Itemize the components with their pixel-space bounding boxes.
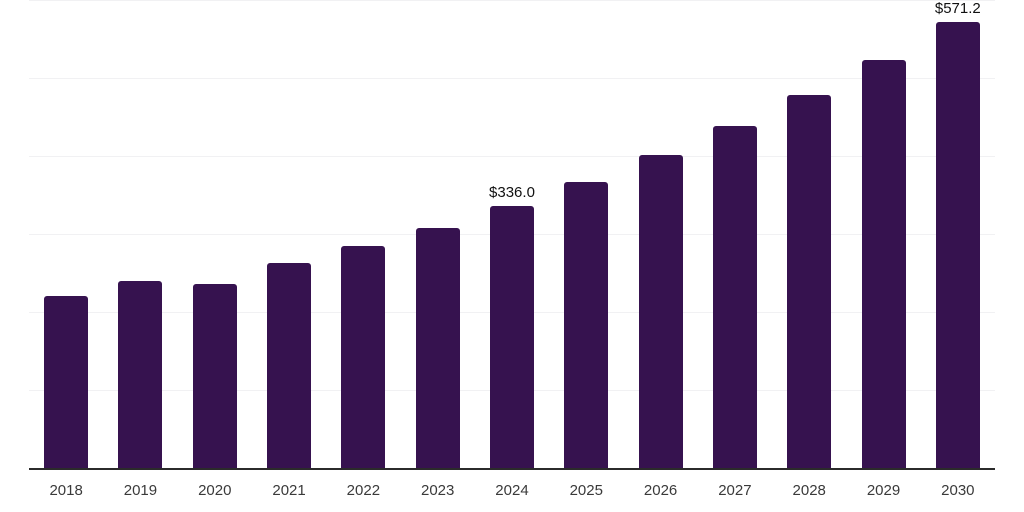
bar-group-2029 (846, 0, 920, 468)
bar-2027 (712, 126, 757, 468)
bar-group-2027 (698, 0, 772, 468)
bar-value-label-2030: $571.2 (934, 0, 981, 18)
bar-2030 (935, 22, 980, 468)
bar-2020 (192, 283, 237, 468)
gridline-600 (29, 0, 995, 1)
x-tick-2021: 2021 (272, 482, 306, 499)
x-tick-2018: 2018 (49, 482, 83, 499)
x-tick-2028: 2028 (792, 482, 826, 499)
bar-group-2021 (252, 0, 326, 468)
gridline-400 (29, 156, 995, 157)
bar-group-2025 (549, 0, 623, 468)
bar-2028 (787, 94, 832, 468)
x-tick-2023: 2023 (420, 482, 455, 499)
bar-2018 (44, 295, 89, 468)
bar-2029 (861, 60, 906, 468)
bar-group-2023 (401, 0, 475, 468)
bar-group-2024: $336.0 (475, 0, 549, 468)
bar-group-2018 (29, 0, 103, 468)
x-tick-2025: 2025 (569, 482, 603, 499)
x-tick-2024: 2024 (495, 482, 529, 499)
x-tick-2026: 2026 (643, 482, 678, 499)
x-axis-line (29, 468, 995, 470)
bar-group-2030: $571.2 (921, 0, 995, 468)
bar-group-2022 (326, 0, 400, 468)
bar-2023 (415, 227, 460, 468)
x-tick-2022: 2022 (346, 482, 381, 499)
bar-group-2028 (772, 0, 846, 468)
x-tick-2020: 2020 (198, 482, 232, 499)
plot-area: $336.0 $571.2 (29, 0, 995, 470)
bar-group-2020 (178, 0, 252, 468)
bar-2024 (489, 205, 534, 468)
x-tick-2030: 2030 (941, 482, 975, 499)
x-tick-2019: 2019 (123, 482, 158, 499)
bar-2025 (564, 181, 609, 468)
x-tick-2027: 2027 (718, 482, 752, 499)
x-axis-labels: 2018 2019 2020 2021 2022 2023 2024 2025 2026 2027… (29, 482, 995, 506)
gridline-500 (29, 78, 995, 79)
bar-group-2026 (623, 0, 697, 468)
bar-value-label-2024: $336.0 (489, 183, 535, 201)
bar-2026 (638, 155, 683, 468)
bar-group-2019 (103, 0, 177, 468)
bar-2022 (341, 246, 386, 468)
bar-2021 (267, 262, 312, 468)
bar-2019 (118, 280, 163, 468)
x-tick-2029: 2029 (866, 482, 901, 499)
